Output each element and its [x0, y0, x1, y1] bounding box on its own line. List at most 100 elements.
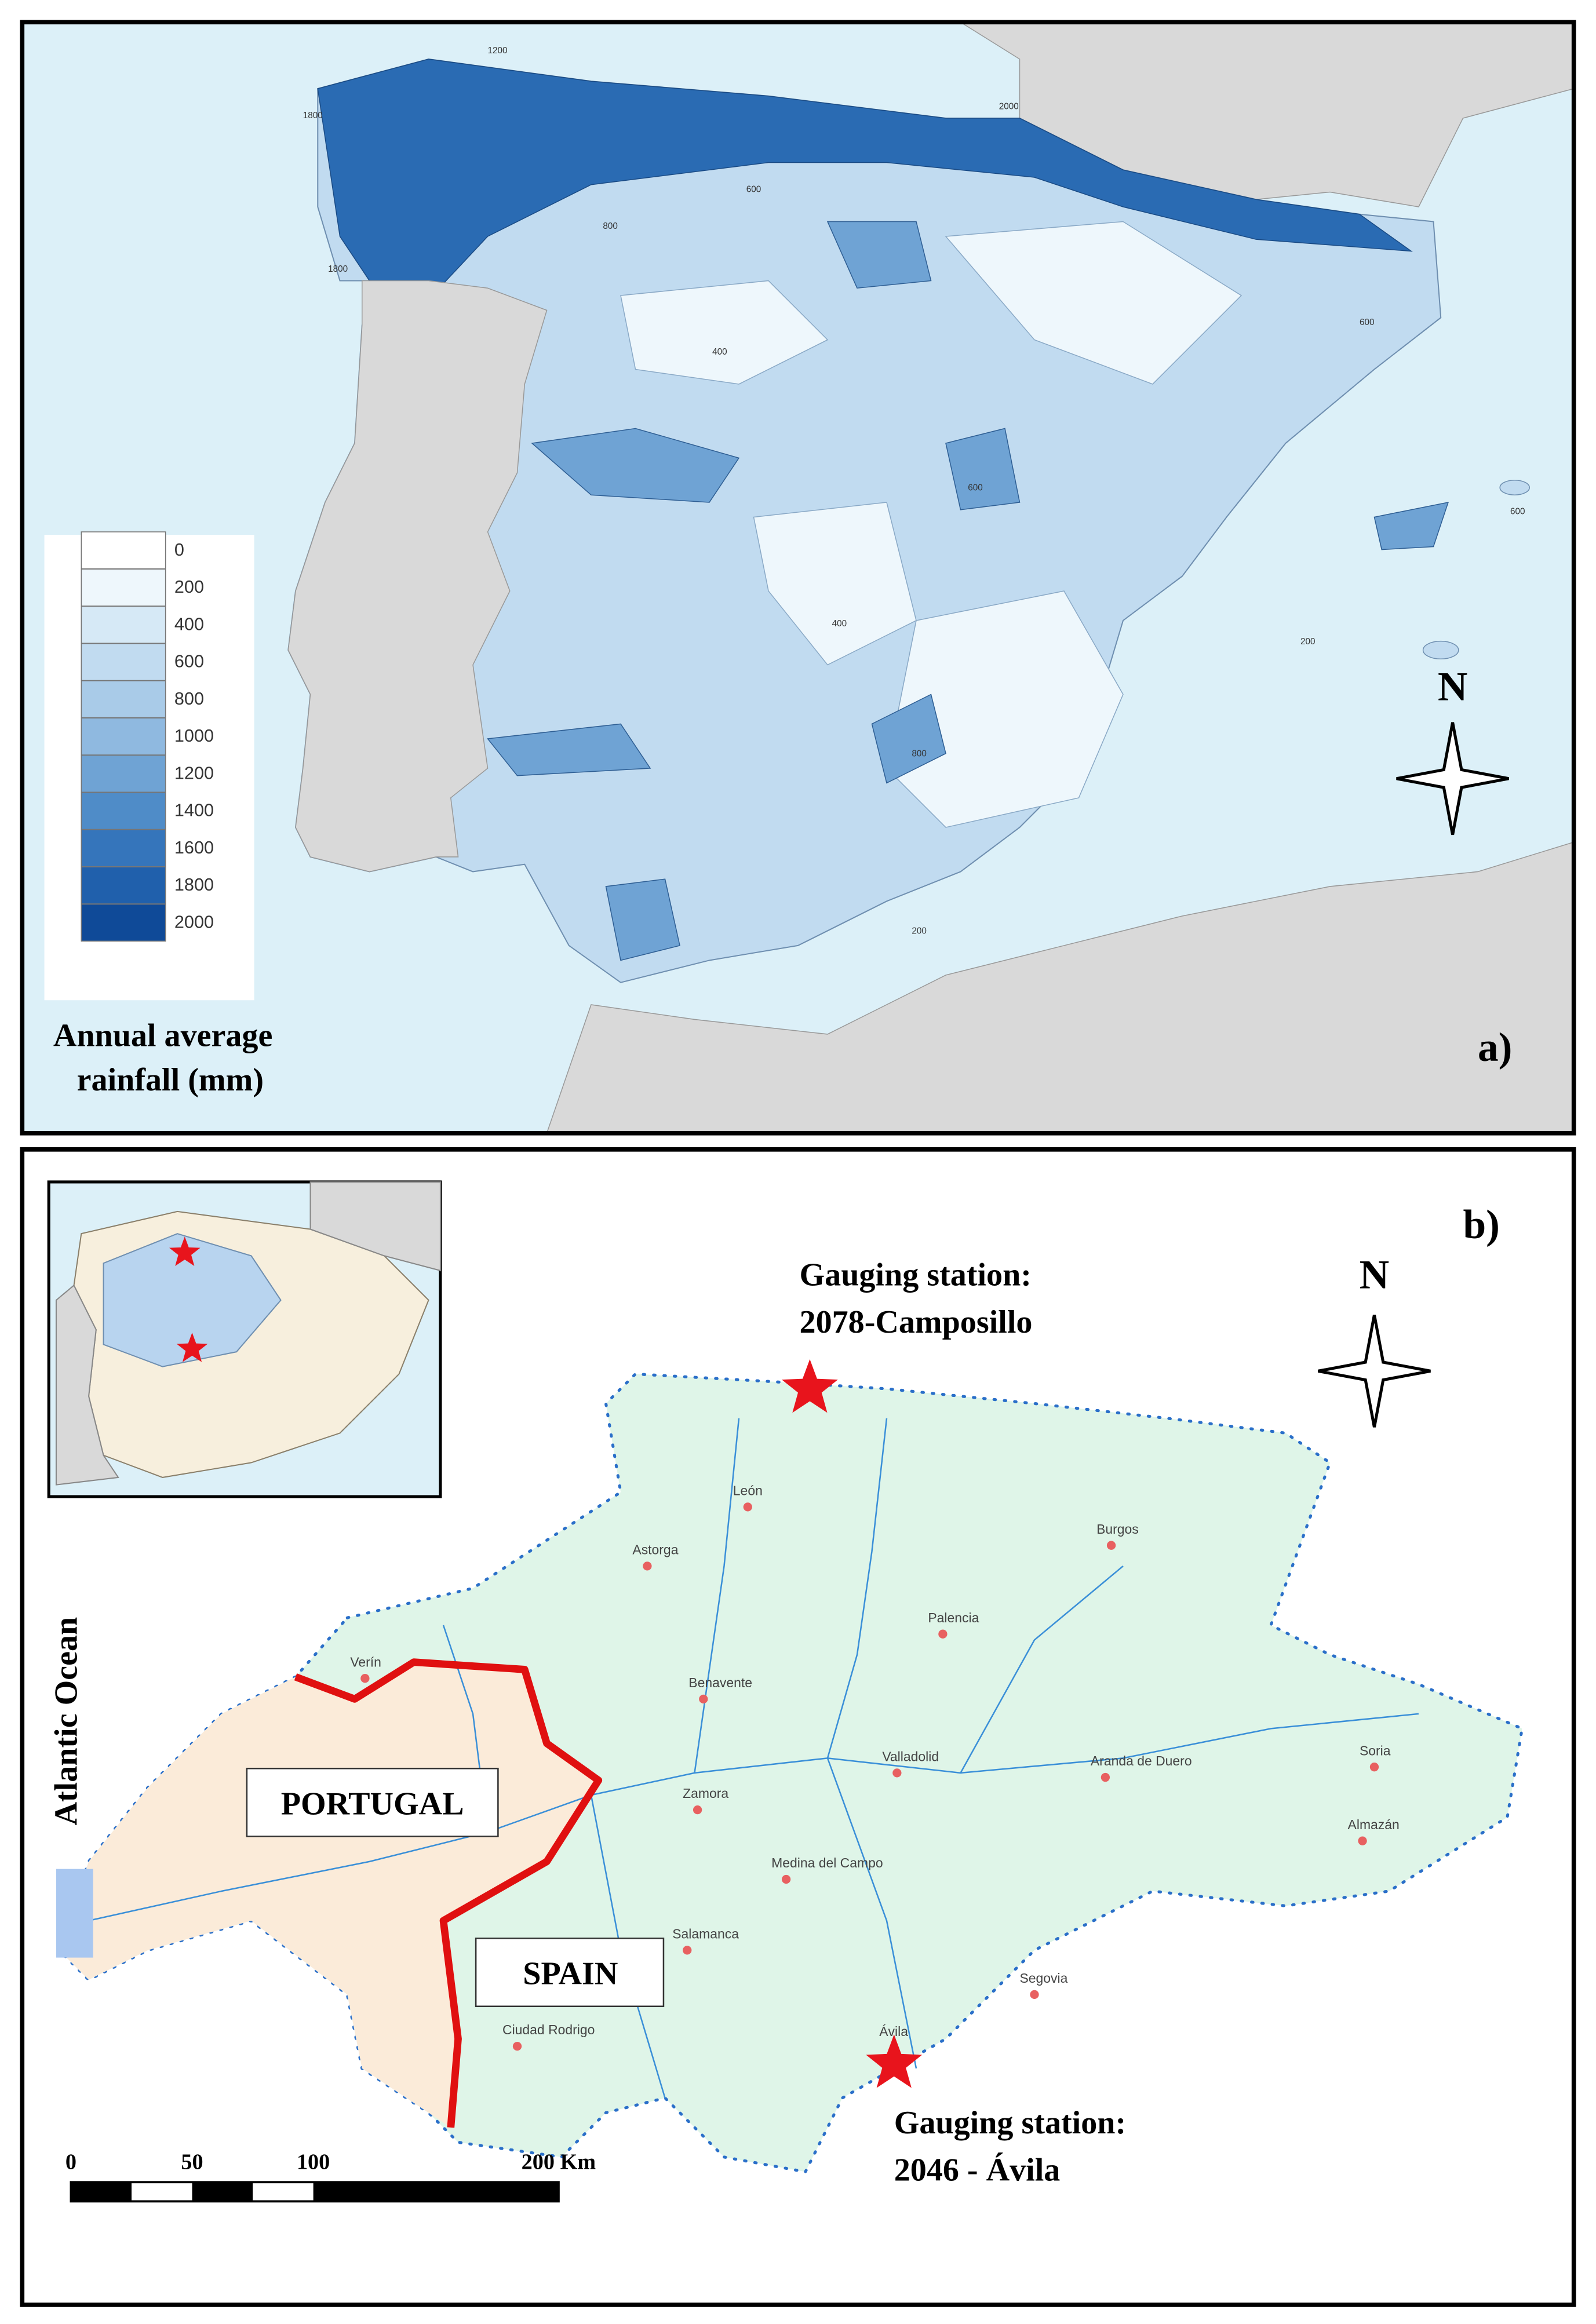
legend-label: 400 [174, 614, 204, 634]
city-dot [360, 1674, 370, 1683]
ocean-label: Atlantic Ocean [49, 1617, 85, 1826]
contour-label: 2000 [999, 102, 1019, 112]
city-dot [1106, 1541, 1116, 1550]
city-label: Burgos [1096, 1522, 1139, 1537]
legend-label: 0 [174, 540, 184, 560]
city-label: Valladolid [882, 1749, 939, 1764]
scale-label: 200 Km [522, 2150, 596, 2174]
north-label: N [1438, 664, 1468, 710]
city-label: Verín [350, 1654, 381, 1669]
city-dot [512, 2041, 522, 2051]
station-star [781, 1359, 838, 1413]
country-label: SPAIN [523, 1956, 618, 1992]
city-label: Aranda de Duero [1091, 1753, 1192, 1768]
station-star [866, 2034, 923, 2088]
legend-label: 1200 [174, 763, 214, 783]
station-label: 2046 - Ávila [894, 2152, 1061, 2188]
scale-label: 50 [181, 2150, 203, 2174]
country-label: PORTUGAL [281, 1786, 464, 1822]
city-label: León [733, 1483, 763, 1498]
contour-label: 1800 [303, 111, 323, 121]
portugal-box [246, 1767, 499, 1837]
spain-box [475, 1938, 665, 2008]
contour-label: 200 [912, 926, 927, 936]
inset-star [169, 1236, 201, 1267]
legend-label: 1400 [174, 801, 214, 820]
station-label: 2078-Camposillo [800, 1304, 1033, 1340]
contour-label: 400 [712, 347, 727, 357]
city-dot [1030, 1990, 1039, 2000]
rivers [88, 1418, 1419, 2099]
legend-swatch [81, 754, 166, 793]
legend-swatch [81, 717, 166, 756]
border-line [294, 1658, 603, 2128]
legend-swatch [81, 680, 166, 718]
station-label: Gauging station: [894, 2105, 1126, 2141]
panel-label: b) [1463, 1202, 1499, 1247]
city-dot [743, 1502, 752, 1512]
panel-b-frame [20, 1147, 1576, 2307]
city-dot [938, 1629, 948, 1639]
contour-label: 1800 [328, 264, 348, 274]
city-label: Salamanca [672, 1926, 739, 1941]
legend-swatch [81, 605, 166, 644]
contour-label: 800 [603, 221, 618, 231]
city-dot [699, 1694, 708, 1704]
city-dot [1358, 1836, 1367, 1845]
contour-label: 600 [1360, 318, 1375, 327]
panel-a-frame [20, 20, 1576, 1136]
island [1422, 640, 1459, 660]
city-dot [1101, 1772, 1110, 1782]
dry-areas [620, 221, 1242, 828]
estuary [56, 1869, 93, 1958]
contour-label: 600 [746, 184, 761, 194]
panel-a [22, 21, 1575, 1134]
panel-label: a) [1478, 1024, 1512, 1070]
city-label: Soria [1360, 1743, 1391, 1758]
city-label: Zamora [683, 1786, 728, 1801]
legend-label: 1600 [174, 838, 214, 858]
legend-label: 800 [174, 689, 204, 709]
city-dot [693, 1805, 702, 1815]
inset-gray-land [55, 1181, 441, 1486]
wet-areas [487, 221, 1449, 961]
legend-swatch [81, 643, 166, 681]
legend-swatch [81, 568, 166, 607]
legend-swatch [81, 829, 166, 867]
legend-label: 1000 [174, 726, 214, 746]
contour-label: 1200 [488, 46, 508, 56]
city-label: Astorga [632, 1542, 678, 1557]
legend-label: 2000 [174, 912, 214, 932]
legend-swatch [81, 903, 166, 942]
city-dot [1369, 1763, 1379, 1772]
compass-rose [1318, 1314, 1431, 1428]
city-dot [892, 1768, 902, 1778]
legend-title: Annual average [53, 1017, 273, 1053]
legend-swatch [81, 866, 166, 904]
legend-swatch [81, 792, 166, 830]
scale-bar [70, 2181, 560, 2203]
north-label: N [1360, 1252, 1390, 1298]
north-wet-band [317, 59, 1413, 284]
city-dot [643, 1562, 652, 1571]
city-dot [683, 1946, 692, 1955]
inset-basin [103, 1233, 282, 1367]
compass-rose [1396, 722, 1509, 836]
station-label: Gauging station: [800, 1257, 1032, 1293]
city-label: Medina del Campo [771, 1855, 883, 1870]
contour-label: 400 [832, 619, 847, 629]
city-dot [781, 1874, 791, 1884]
scale-label: 0 [65, 2150, 76, 2174]
city-label: Almazán [1348, 1817, 1400, 1832]
legend-label: 600 [174, 652, 204, 672]
legend-label: 1800 [174, 875, 214, 895]
island [1499, 479, 1530, 495]
panel-b [22, 1149, 1574, 2305]
legend-title: rainfall (mm) [77, 1062, 264, 1098]
legend-label: 200 [174, 577, 204, 597]
contour-label: 200 [1300, 637, 1316, 647]
portugal [287, 280, 548, 873]
city-label: Segovia [1019, 1971, 1067, 1986]
scale-label: 100 [297, 2150, 330, 2174]
